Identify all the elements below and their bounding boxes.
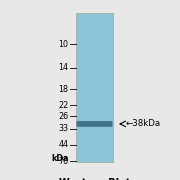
Text: 22: 22 [58, 101, 68, 110]
Text: Western Blot: Western Blot [59, 178, 130, 180]
Text: 26: 26 [58, 112, 68, 121]
Text: 18: 18 [58, 85, 68, 94]
FancyBboxPatch shape [76, 121, 112, 127]
Text: 14: 14 [58, 63, 68, 72]
Bar [76, 13, 113, 162]
Text: kDa: kDa [51, 154, 68, 163]
Text: 33: 33 [58, 124, 68, 133]
Text: 44: 44 [58, 140, 68, 149]
Text: 70: 70 [58, 157, 68, 166]
Text: 10: 10 [58, 40, 68, 49]
Text: ←38kDa: ←38kDa [126, 119, 161, 128]
